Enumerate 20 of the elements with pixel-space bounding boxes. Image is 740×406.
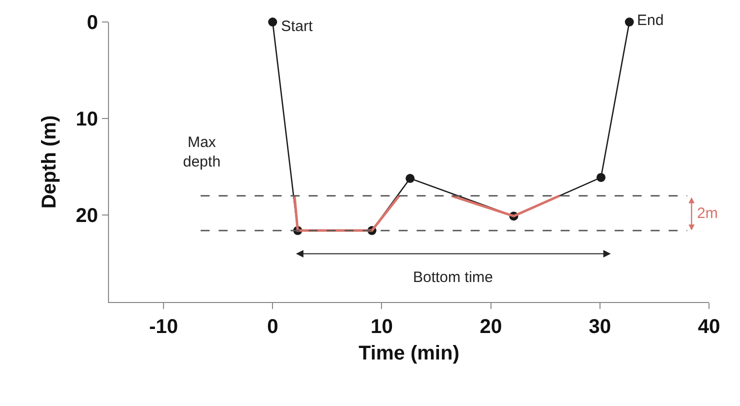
point [624, 18, 634, 26]
annotation: 2m [697, 205, 718, 222]
y-tick-label: 10 [76, 108, 98, 131]
point [596, 172, 606, 182]
y-tick-label: 20 [76, 205, 98, 228]
y-tick-label: 0 [86, 12, 98, 34]
x-tick-label: -10 [149, 316, 178, 338]
point [406, 174, 415, 183]
x-tick-label: 10 [370, 316, 393, 338]
annotation: End [637, 12, 664, 29]
annotation: Max depth [183, 134, 221, 170]
y-axis-title: Depth (m) [38, 115, 60, 209]
annotation: Start [281, 18, 314, 35]
annotation: Bottom time [413, 269, 494, 286]
x-tick-label: 20 [480, 316, 502, 338]
point [268, 18, 278, 26]
x-tick-label: 0 [267, 316, 278, 338]
x-axis-title: Time (min) [358, 342, 460, 364]
x-tick-label: 40 [698, 316, 720, 338]
x-tick-label: 30 [588, 316, 612, 338]
